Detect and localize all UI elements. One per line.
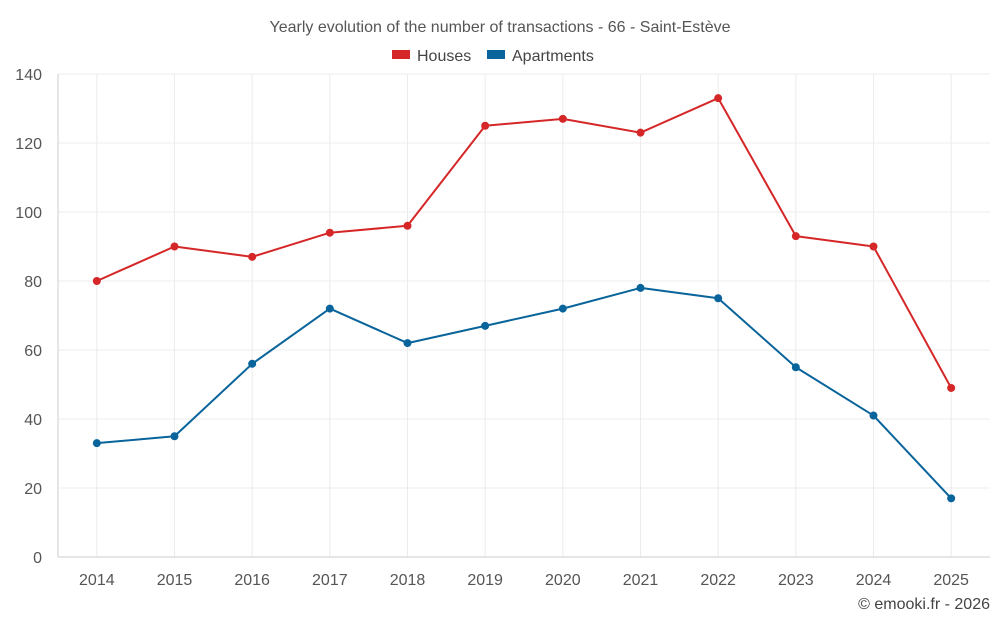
x-tick-label: 2015: [157, 572, 193, 589]
x-tick-label: 2014: [79, 572, 115, 589]
data-point-houses[interactable]: [947, 383, 956, 392]
y-tick-label: 140: [15, 67, 42, 84]
data-point-apartments[interactable]: [248, 359, 257, 368]
x-axis: 2014 2015 2016 2017 2018 2019 2020 2021 2022 2023…: [79, 572, 969, 589]
data-point-apartments[interactable]: [869, 411, 878, 420]
x-tick-label: 2017: [312, 572, 348, 589]
data-point-apartments[interactable]: [947, 494, 956, 503]
data-point-houses[interactable]: [325, 228, 334, 237]
y-tick-label: 20: [24, 481, 42, 498]
y-tick-label: 120: [15, 136, 42, 153]
y-axis: 0 20 40 60 80 100 120 140: [15, 67, 42, 567]
series-line-houses: [96, 97, 953, 389]
data-point-houses[interactable]: [92, 277, 101, 285]
legend-swatch-apartments: [487, 50, 505, 59]
x-tick-label: 2019: [467, 572, 503, 589]
series-line-apartments: [96, 286, 952, 500]
data-point-houses[interactable]: [636, 128, 645, 137]
legend-label-apartments: Apartments: [512, 48, 594, 65]
legend: Houses Apartments: [392, 48, 594, 65]
data-point-apartments[interactable]: [170, 432, 179, 441]
data-point-apartments[interactable]: [636, 283, 645, 292]
legend-swatch-houses: [392, 50, 410, 59]
credit-text: © emooki.fr - 2026: [858, 596, 990, 613]
data-point-houses[interactable]: [869, 242, 878, 251]
chart-title: Yearly evolution of the number of transa…: [270, 19, 731, 36]
data-point-houses[interactable]: [714, 94, 723, 103]
legend-label-houses: Houses: [417, 48, 471, 65]
data-point-houses[interactable]: [558, 114, 567, 123]
y-tick-label: 40: [24, 412, 42, 429]
data-point-apartments[interactable]: [481, 321, 490, 330]
series-group: [92, 94, 956, 503]
x-tick-label: 2016: [234, 572, 270, 589]
data-point-houses[interactable]: [170, 242, 179, 251]
data-point-houses[interactable]: [791, 232, 800, 241]
x-tick-label: 2023: [778, 572, 814, 589]
x-tick-label: 2021: [623, 572, 659, 589]
data-point-houses[interactable]: [403, 221, 412, 230]
x-tick-label: 2022: [700, 572, 736, 589]
legend-item-houses[interactable]: Houses: [392, 48, 471, 65]
y-tick-label: 0: [33, 550, 42, 567]
legend-item-apartments[interactable]: Apartments: [487, 48, 594, 65]
data-point-houses[interactable]: [481, 121, 490, 130]
data-point-apartments[interactable]: [714, 294, 723, 303]
data-point-houses[interactable]: [248, 252, 257, 261]
grid: [57, 73, 990, 558]
data-point-apartments[interactable]: [403, 339, 412, 348]
y-tick-label: 100: [15, 205, 42, 222]
x-tick-label: 2020: [545, 572, 581, 589]
x-tick-label: 2018: [390, 572, 426, 589]
data-point-apartments[interactable]: [791, 363, 800, 372]
data-point-apartments[interactable]: [325, 304, 334, 313]
y-tick-label: 80: [24, 274, 42, 291]
x-tick-label: 2024: [856, 572, 892, 589]
x-tick-label: 2025: [933, 572, 969, 589]
data-point-apartments[interactable]: [92, 439, 101, 448]
y-tick-label: 60: [24, 343, 42, 360]
data-point-apartments[interactable]: [558, 304, 567, 313]
